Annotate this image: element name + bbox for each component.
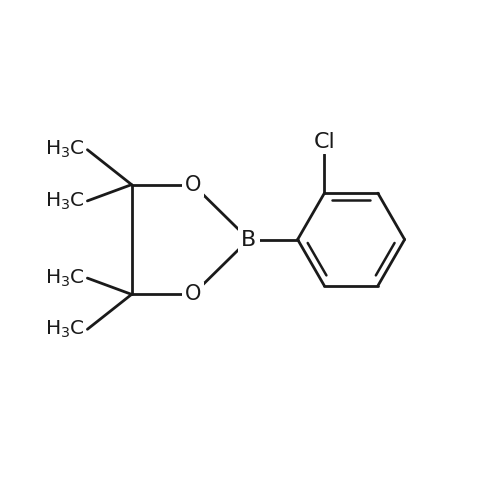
Text: O: O — [185, 175, 201, 194]
Text: $\mathregular{H_3C}$: $\mathregular{H_3C}$ — [46, 267, 85, 289]
Text: Cl: Cl — [314, 132, 335, 152]
Text: O: O — [185, 285, 201, 304]
Text: $\mathregular{H_3C}$: $\mathregular{H_3C}$ — [46, 319, 85, 340]
Text: B: B — [241, 229, 256, 250]
Text: $\mathregular{H_3C}$: $\mathregular{H_3C}$ — [46, 139, 85, 160]
Text: $\mathregular{H_3C}$: $\mathregular{H_3C}$ — [46, 190, 85, 212]
